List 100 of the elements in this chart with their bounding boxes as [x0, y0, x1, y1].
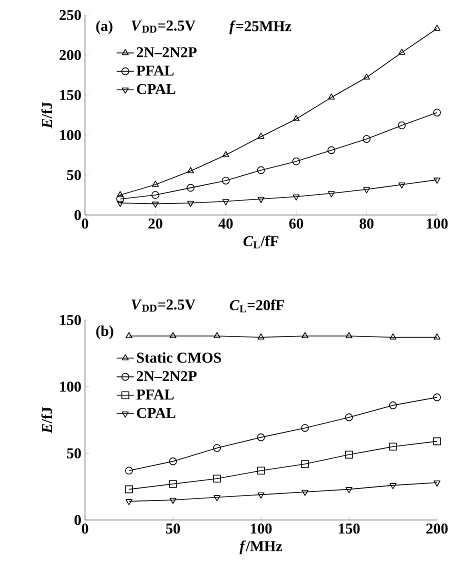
x-tick-label: 200 [426, 524, 448, 534]
x-tick-label: 100 [250, 524, 272, 534]
point [389, 401, 397, 410]
point [170, 498, 176, 504]
point [258, 132, 264, 139]
point [389, 442, 397, 451]
point [214, 495, 220, 502]
x-axis-title: f/MHz [240, 540, 282, 554]
point [398, 122, 406, 130]
point [328, 94, 335, 100]
x-tick-label: 40 [218, 218, 233, 229]
point [257, 166, 265, 174]
point [301, 460, 309, 468]
y-tick-label: 150 [60, 90, 81, 100]
annotation: (b) [96, 326, 114, 340]
legend-label: CPAL [136, 84, 176, 94]
point [151, 191, 160, 199]
y-tick-label: 50 [67, 448, 81, 458]
point [292, 158, 300, 166]
y-tick-label: 100 [60, 382, 81, 392]
point [213, 444, 221, 452]
point [258, 333, 264, 340]
point [292, 194, 300, 200]
x-tick-label: 0 [82, 524, 88, 534]
y-tick-label: 50 [67, 170, 81, 180]
y-tick-label: 0 [74, 210, 81, 220]
point [328, 191, 335, 198]
point [186, 184, 194, 192]
y-tick-label: 0 [74, 514, 81, 526]
point [258, 196, 264, 203]
point [345, 450, 353, 459]
text: V$_{DD}$=2.5V [132, 300, 196, 312]
point [433, 108, 441, 117]
point [169, 457, 177, 466]
x-tick-label: 0 [82, 218, 88, 229]
point [433, 437, 441, 446]
point [301, 424, 309, 432]
point [398, 48, 406, 55]
point [214, 332, 220, 338]
point [169, 480, 177, 488]
point [434, 480, 440, 487]
y-tick-label: 100 [60, 130, 81, 140]
legend-label: Static CMOS [137, 352, 221, 363]
point [116, 200, 124, 207]
legend-label: PFAL [136, 390, 174, 400]
point [434, 24, 440, 31]
point [434, 178, 440, 184]
x-tick-label: 20 [148, 218, 162, 229]
y-tick-label: 200 [60, 50, 81, 60]
point [302, 490, 308, 496]
point [125, 466, 133, 475]
x-tick-label: 100 [426, 218, 448, 229]
annotation: f=25MHz [229, 20, 292, 34]
y-axis-title: E/fJ [41, 407, 52, 434]
annotation: V$_{DD}$=2.5V [132, 20, 196, 33]
point [398, 182, 406, 188]
point [125, 485, 133, 494]
y-tick-label: 150 [60, 314, 81, 326]
point [363, 74, 370, 80]
point [345, 413, 353, 422]
y-axis-title: E/fJ [41, 102, 52, 128]
legend-label: CPAL [136, 408, 176, 418]
annotation: (a) [96, 20, 112, 34]
point [116, 191, 124, 198]
point [257, 433, 265, 442]
x-tick-label: 60 [289, 218, 304, 229]
point [346, 487, 352, 494]
point [363, 187, 370, 194]
point [292, 115, 300, 122]
point [187, 200, 194, 207]
point [152, 180, 159, 187]
point [302, 332, 308, 338]
point [434, 333, 440, 340]
point [257, 466, 265, 475]
legend-label: 2N–2N2P [136, 47, 197, 58]
text: C$_{L}$=20fF [230, 300, 284, 312]
legend-label: 2N–2N2P [136, 371, 197, 382]
point [433, 393, 441, 402]
x-tick-label: 150 [338, 524, 360, 534]
point [213, 474, 221, 483]
point [258, 492, 264, 499]
point [187, 167, 194, 174]
point [327, 146, 336, 154]
x-axis-title: C$_{L}$/fF [244, 236, 278, 248]
point [116, 195, 124, 203]
point [390, 333, 396, 340]
point [362, 135, 370, 143]
point [222, 199, 230, 206]
point [170, 332, 176, 338]
point [390, 483, 396, 490]
point [222, 151, 230, 158]
point [346, 332, 352, 338]
legend-label: PFAL [136, 66, 174, 76]
point [126, 332, 132, 338]
y-tick-label: 250 [60, 10, 81, 20]
point [222, 176, 230, 184]
point [126, 499, 132, 506]
point [152, 202, 159, 208]
x-tick-label: 50 [166, 524, 180, 534]
x-tick-label: 80 [360, 218, 374, 229]
